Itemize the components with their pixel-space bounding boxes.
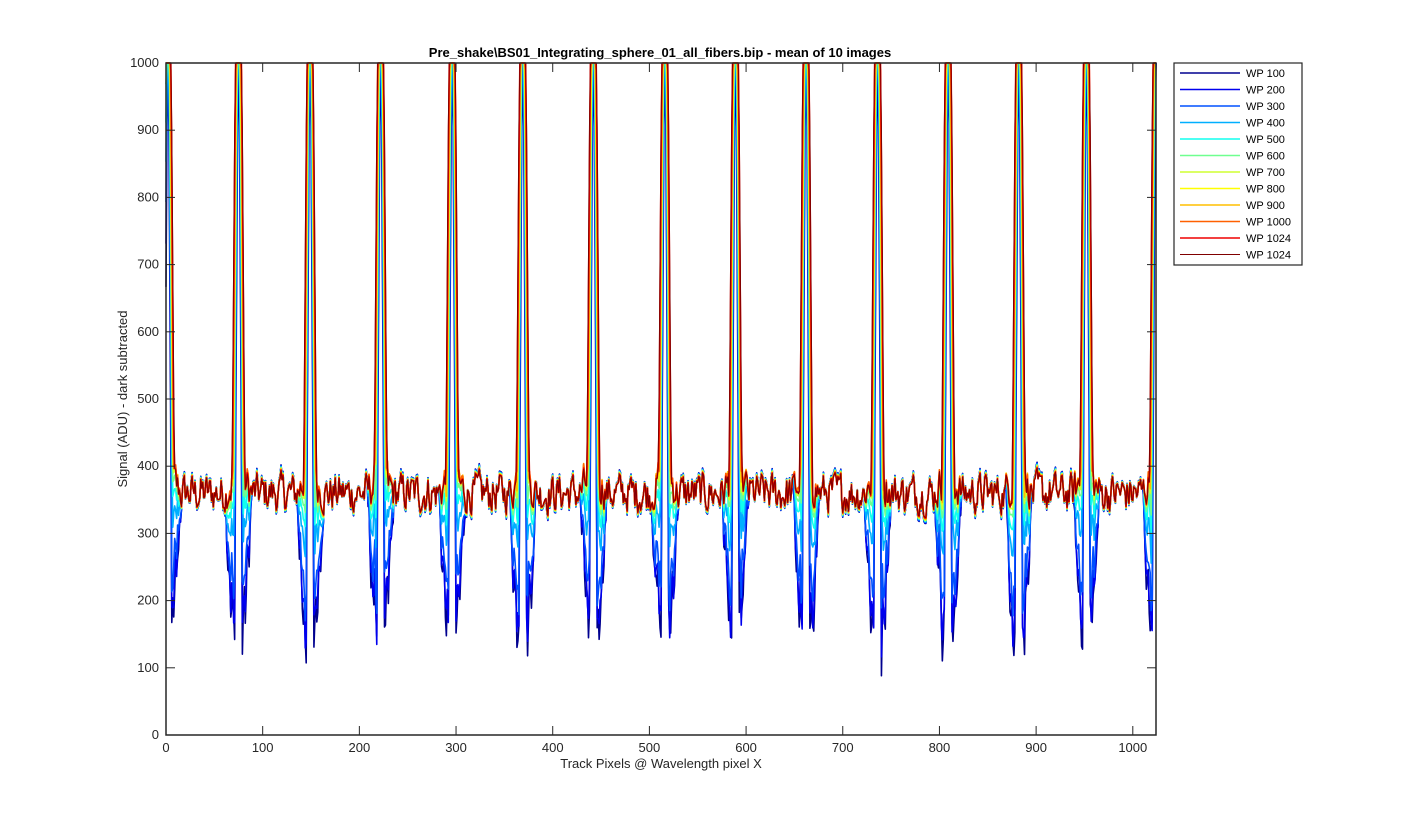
legend-box <box>1173 62 1303 266</box>
x-tick-label: 700 <box>832 740 854 755</box>
x-tick-label: 900 <box>1025 740 1047 755</box>
legend-entry-label: WP 900 <box>1246 200 1285 212</box>
x-axis: 0 100 200 300 400 500 600 700 800 900 1000 <box>162 63 1147 755</box>
y-tick-label: 0 <box>152 727 159 742</box>
legend-entry-label: WP 600 <box>1246 151 1285 163</box>
x-tick-label: 0 <box>162 740 169 755</box>
series-line-12 <box>166 62 1156 518</box>
legend-entry-label: WP 100 <box>1246 68 1285 80</box>
x-tick-label: 500 <box>639 740 661 755</box>
legend-entry-label: WP 200 <box>1246 85 1285 97</box>
legend-entry-label: WP 1024 <box>1246 250 1291 262</box>
chart-title: Pre_shake\BS01_Integrating_sphere_01_all… <box>429 45 891 60</box>
plot-area <box>165 62 1157 736</box>
y-tick-label: 600 <box>137 324 159 339</box>
legend: WP 100 WP 200 WP 300 WP 400 WP 500 WP 600 WP 7… <box>1173 62 1303 266</box>
legend-entry-label: WP 500 <box>1246 134 1285 146</box>
x-tick-label: 600 <box>735 740 757 755</box>
x-tick-label: 400 <box>542 740 564 755</box>
y-tick-label: 900 <box>137 122 159 137</box>
y-tick-label: 400 <box>137 458 159 473</box>
legend-entry-label: WP 1000 <box>1246 217 1291 229</box>
y-tick-label: 500 <box>137 391 159 406</box>
legend-entry-label: WP 700 <box>1246 167 1285 179</box>
x-tick-label: 300 <box>445 740 467 755</box>
y-tick-label: 800 <box>137 189 159 204</box>
legend-entry-label: WP 400 <box>1246 118 1285 130</box>
x-tick-label: 200 <box>349 740 371 755</box>
y-tick-label: 100 <box>137 660 159 675</box>
x-tick-label: 100 <box>252 740 274 755</box>
y-tick-label: 700 <box>137 257 159 272</box>
x-tick-label: 1000 <box>1118 740 1147 755</box>
legend-entry-label: WP 1024 <box>1246 233 1291 245</box>
y-axis-label: Signal (ADU) - dark subtracted <box>115 310 130 487</box>
legend-entry-label: WP 300 <box>1246 101 1285 113</box>
y-axis: 0 100 200 300 400 500 600 700 800 900 1000 <box>130 55 1156 742</box>
x-tick-label: 800 <box>929 740 951 755</box>
x-axis-label: Track Pixels @ Wavelength pixel X <box>560 756 762 771</box>
legend-entry-label: WP 800 <box>1246 184 1285 196</box>
series-layer <box>165 62 1157 677</box>
y-tick-label: 200 <box>137 593 159 608</box>
y-tick-label: 1000 <box>130 55 159 70</box>
y-tick-label: 300 <box>137 525 159 540</box>
